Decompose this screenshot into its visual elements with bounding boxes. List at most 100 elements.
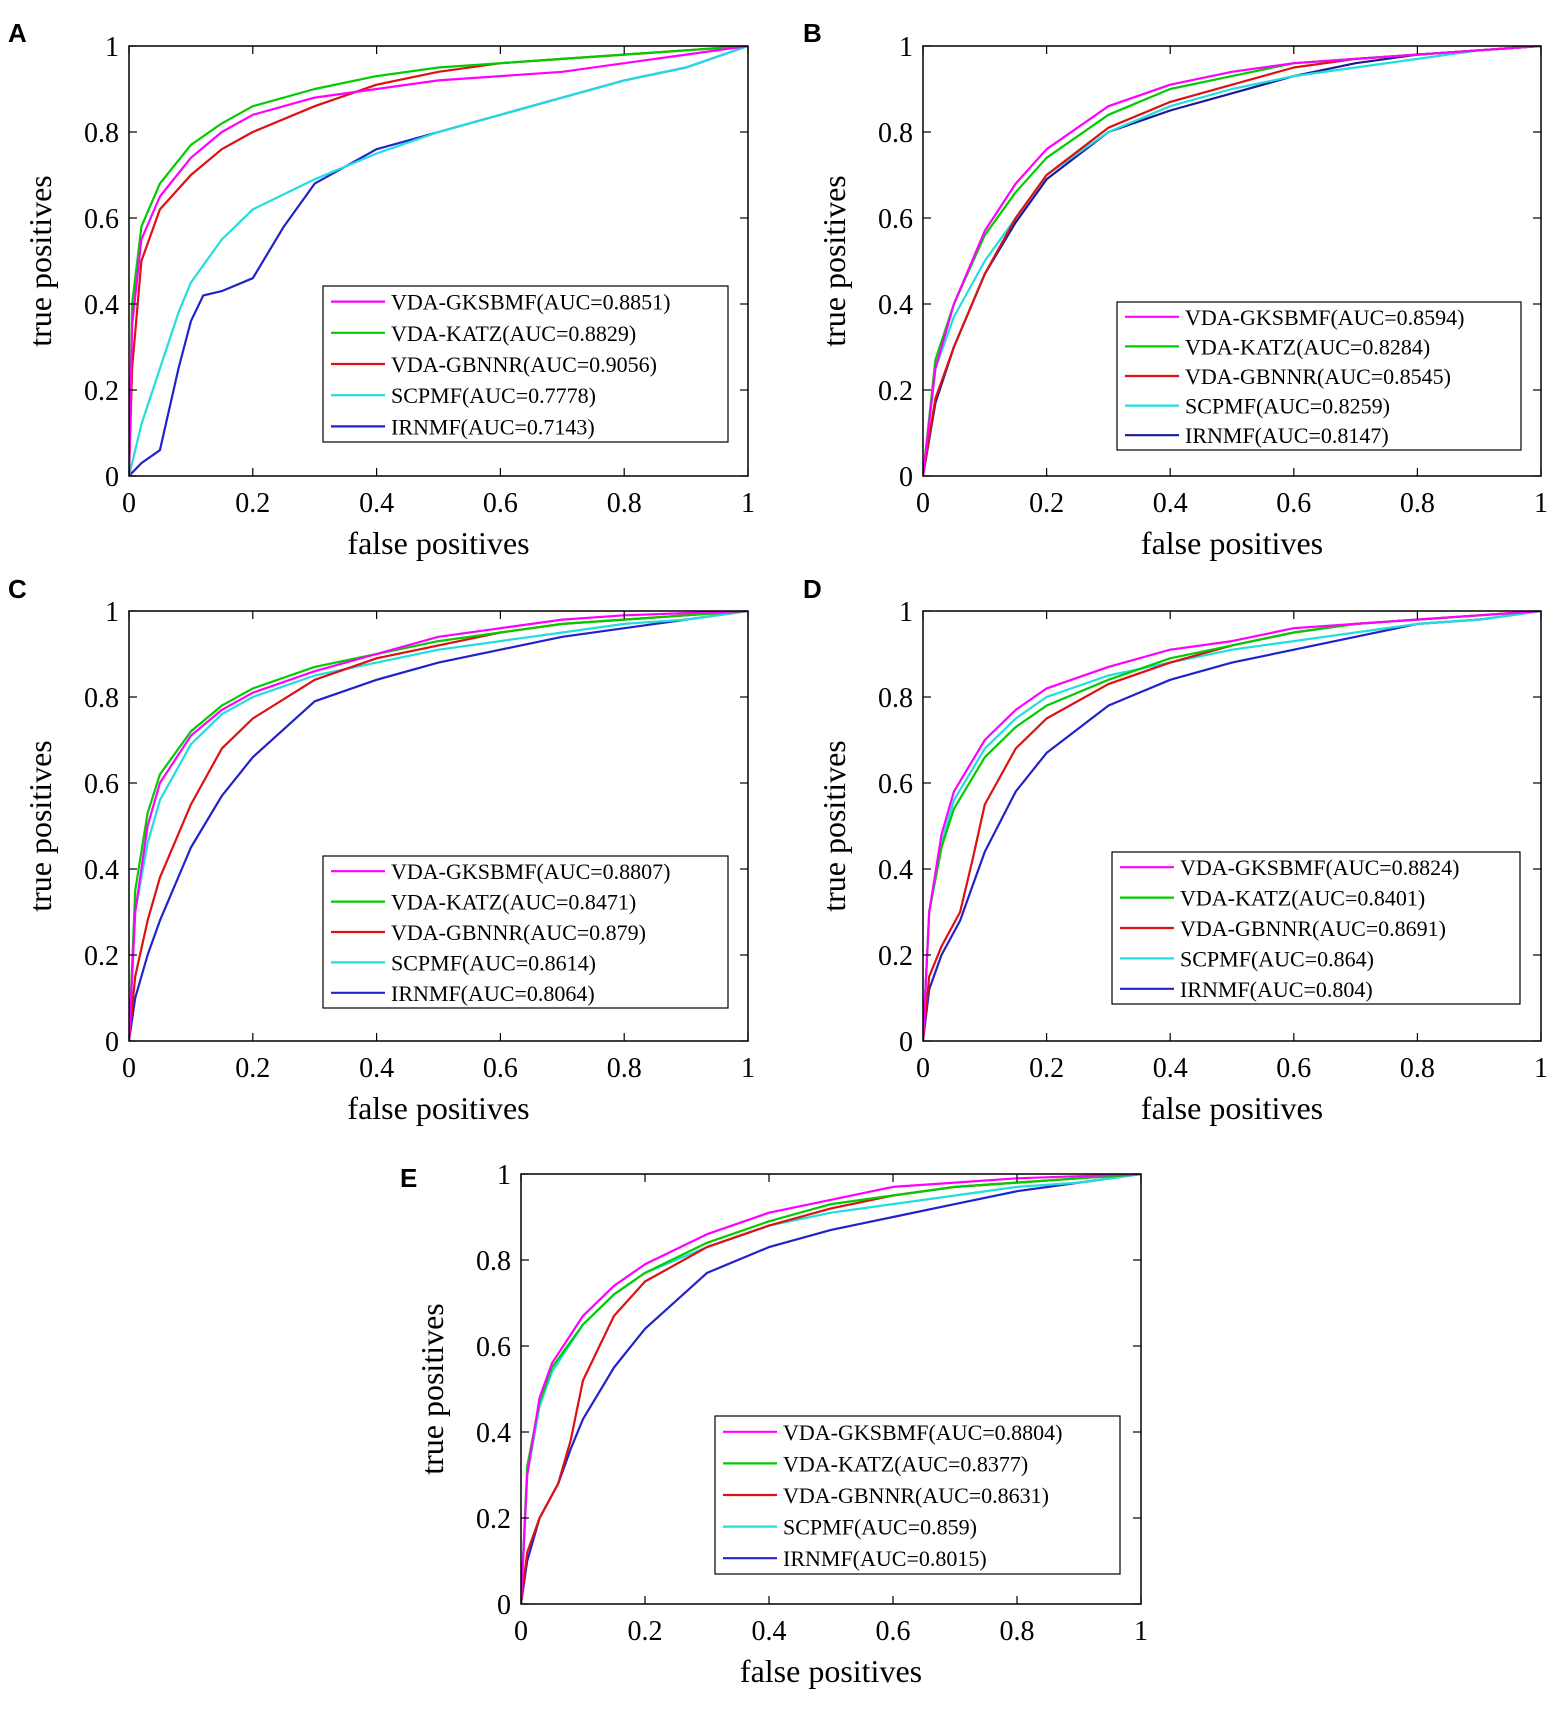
legend: VDA-GKSBMF(AUC=0.8807) VDA-KATZ(AUC=0.847… xyxy=(322,855,729,1009)
x-tick-label: 0 xyxy=(122,488,136,519)
series-group xyxy=(129,46,748,476)
panel-letter: C xyxy=(8,574,27,604)
x-tick-label: 0.6 xyxy=(483,488,518,519)
legend-entry: SCPMF(AUC=0.8614) xyxy=(391,950,596,975)
legend-entry: VDA-GBNNR(AUC=0.8631) xyxy=(783,1483,1049,1508)
y-tick-label: 0.8 xyxy=(84,118,119,149)
legend-box xyxy=(1111,851,1521,1005)
legend-entry: IRNMF(AUC=0.8015) xyxy=(783,1546,987,1571)
legend-entry: VDA-GKSBMF(AUC=0.8851) xyxy=(391,290,670,315)
legend-entry: VDA-KATZ(AUC=0.8284) xyxy=(1185,334,1430,359)
x-tick-label: 0.6 xyxy=(1276,488,1311,519)
y-tick-label: 0 xyxy=(899,462,913,493)
y-tick-label: 0.2 xyxy=(84,376,119,407)
x-tick-label: 1 xyxy=(1534,1053,1548,1084)
legend-entry: SCPMF(AUC=0.7778) xyxy=(391,383,596,408)
x-tick-label: 0.4 xyxy=(752,1616,787,1647)
x-axis-label: false positives xyxy=(347,1090,529,1126)
legend-entry: VDA-GBNNR(AUC=0.9056) xyxy=(391,352,657,377)
series-line xyxy=(129,611,748,1041)
y-tick-label: 0 xyxy=(899,1027,913,1058)
series-line xyxy=(129,46,748,476)
legend-entry: VDA-GKSBMF(AUC=0.8824) xyxy=(1180,855,1459,880)
legend-entry: VDA-GBNNR(AUC=0.879) xyxy=(391,920,646,945)
legend-entry: VDA-GBNNR(AUC=0.8545) xyxy=(1185,364,1451,389)
x-axis-label: false positives xyxy=(1141,1090,1323,1126)
y-tick-label: 0.2 xyxy=(476,1504,511,1535)
x-tick-label: 0.2 xyxy=(1029,488,1064,519)
x-tick-label: 0.2 xyxy=(1029,1053,1064,1084)
series-line xyxy=(129,46,748,476)
y-tick-label: 0.6 xyxy=(84,769,119,800)
series-group xyxy=(923,611,1541,1041)
series-line xyxy=(923,46,1541,476)
panel-E: E 0 0.2 0.4 0.6 0.8 1 0 0.2 0.4 0.6 0.8 1 false posit… xyxy=(400,1160,1148,1689)
x-tick-label: 0.4 xyxy=(359,488,394,519)
series-line xyxy=(923,611,1541,1041)
legend-entry: SCPMF(AUC=0.864) xyxy=(1180,946,1374,971)
panel-B: B 0 0.2 0.4 0.6 0.8 1 0 0.2 0.4 0.6 0.8 1 false posit… xyxy=(803,18,1548,561)
series-group xyxy=(521,1174,1141,1604)
x-tick-label: 1 xyxy=(1134,1616,1148,1647)
legend: VDA-GKSBMF(AUC=0.8804) VDA-KATZ(AUC=0.837… xyxy=(714,1415,1121,1575)
x-axis-label: false positives xyxy=(1141,525,1323,561)
x-tick-label: 0.8 xyxy=(607,1053,642,1084)
y-tick-label: 0.6 xyxy=(476,1332,511,1363)
x-tick-label: 0.4 xyxy=(1153,488,1188,519)
x-tick-label: 0.8 xyxy=(1400,488,1435,519)
legend-entry: VDA-GKSBMF(AUC=0.8594) xyxy=(1185,305,1464,330)
legend-box xyxy=(1116,301,1522,451)
series-line xyxy=(129,611,748,1041)
y-tick-label: 0.8 xyxy=(878,683,913,714)
y-tick-label: 0.6 xyxy=(878,204,913,235)
x-tick-label: 0.6 xyxy=(876,1616,911,1647)
legend-box xyxy=(714,1415,1121,1575)
legend-entry: IRNMF(AUC=0.804) xyxy=(1180,977,1373,1002)
y-tick-label: 0 xyxy=(497,1590,511,1621)
series-line xyxy=(521,1174,1141,1604)
x-axis-label: false positives xyxy=(740,1653,922,1689)
series-line xyxy=(923,611,1541,1041)
x-tick-label: 0 xyxy=(122,1053,136,1084)
legend-entry: IRNMF(AUC=0.7143) xyxy=(391,414,595,439)
y-tick-label: 0.4 xyxy=(878,290,913,321)
legend-box xyxy=(322,855,729,1009)
legend-entry: VDA-KATZ(AUC=0.8377) xyxy=(783,1451,1028,1476)
plot-frame xyxy=(520,1173,1142,1605)
y-axis-label: true positives xyxy=(816,740,852,912)
plot-frame xyxy=(128,610,749,1042)
y-axis-label: true positives xyxy=(22,740,58,912)
legend: VDA-GKSBMF(AUC=0.8824) VDA-KATZ(AUC=0.840… xyxy=(1111,851,1521,1005)
series-line xyxy=(129,611,748,1041)
y-tick-label: 0.6 xyxy=(878,769,913,800)
x-axis-label: false positives xyxy=(347,525,529,561)
y-tick-label: 0.4 xyxy=(878,855,913,886)
legend-entry: IRNMF(AUC=0.8064) xyxy=(391,981,595,1006)
x-tick-label: 1 xyxy=(741,1053,755,1084)
panel-letter: A xyxy=(8,18,27,48)
y-tick-label: 1 xyxy=(899,32,913,63)
panel-letter: D xyxy=(803,574,822,604)
panel-letter: B xyxy=(803,18,822,48)
x-tick-label: 0 xyxy=(916,488,930,519)
y-tick-label: 1 xyxy=(497,1160,511,1191)
y-tick-label: 0 xyxy=(105,1027,119,1058)
legend-box xyxy=(322,285,729,443)
y-tick-label: 0.8 xyxy=(476,1246,511,1277)
x-tick-label: 0.4 xyxy=(359,1053,394,1084)
series-group xyxy=(923,46,1541,476)
y-tick-label: 1 xyxy=(105,597,119,628)
x-tick-label: 1 xyxy=(741,488,755,519)
panel-D: D 0 0.2 0.4 0.6 0.8 1 0 0.2 0.4 0.6 0.8 1 false posit… xyxy=(803,574,1548,1126)
y-tick-label: 0.4 xyxy=(476,1418,511,1449)
y-tick-label: 0.6 xyxy=(84,204,119,235)
y-tick-label: 0.4 xyxy=(84,290,119,321)
series-line xyxy=(129,611,748,1041)
x-tick-label: 0.2 xyxy=(628,1616,663,1647)
series-line xyxy=(923,611,1541,1041)
plot-frame xyxy=(922,45,1542,477)
x-tick-label: 1 xyxy=(1534,488,1548,519)
y-tick-label: 1 xyxy=(899,597,913,628)
x-tick-label: 0.4 xyxy=(1153,1053,1188,1084)
